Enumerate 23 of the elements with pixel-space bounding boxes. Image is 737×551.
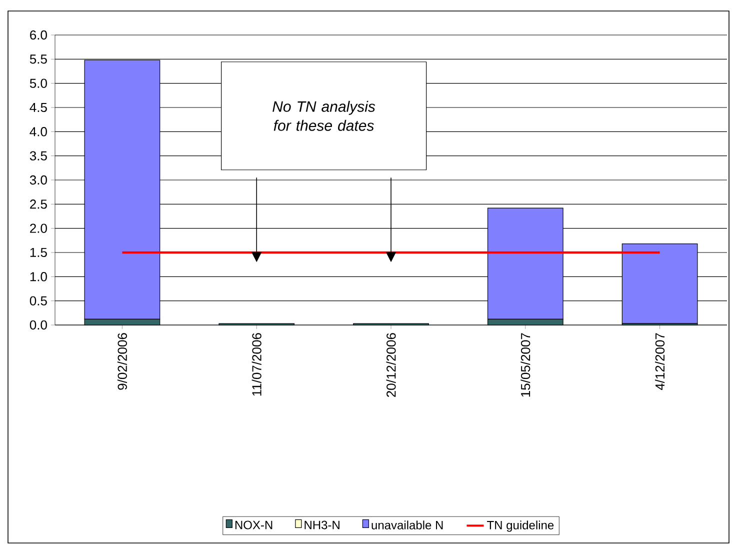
legend-label: NH3-N [304, 520, 340, 530]
y-tick-label: 4.5 [30, 102, 47, 112]
x-tick-label: 9/02/2006 [117, 333, 127, 390]
legend-label: NOX-N [235, 520, 272, 530]
y-tick-label: 2.5 [30, 200, 47, 209]
x-tick-label: 15/05/2007 [520, 333, 530, 397]
y-tick-label: 4.0 [30, 127, 47, 136]
x-tick-label: 20/12/2006 [386, 333, 396, 397]
annotation: No TN analysis for these dates [272, 100, 376, 131]
y-tick-label: 0.0 [30, 320, 47, 330]
y-tick-label: 3.0 [30, 175, 47, 185]
y-tick-label: 0.5 [30, 296, 47, 306]
y-tick-label: 2.0 [30, 224, 47, 233]
y-tick-label: 5.0 [30, 78, 47, 88]
x-tick-label: 4/12/2007 [655, 333, 665, 390]
y-tick-label: 6.0 [30, 30, 47, 40]
y-tick-label: 1.5 [30, 248, 47, 258]
legend-label: unavailable N [372, 520, 443, 530]
y-tick-label: 1.0 [30, 272, 47, 282]
legend-label: TN guideline [487, 520, 554, 532]
y-tick-label: 3.5 [30, 151, 47, 160]
x-tick-label: 11/07/2006 [252, 333, 262, 396]
y-tick-label: 5.5 [30, 54, 47, 64]
